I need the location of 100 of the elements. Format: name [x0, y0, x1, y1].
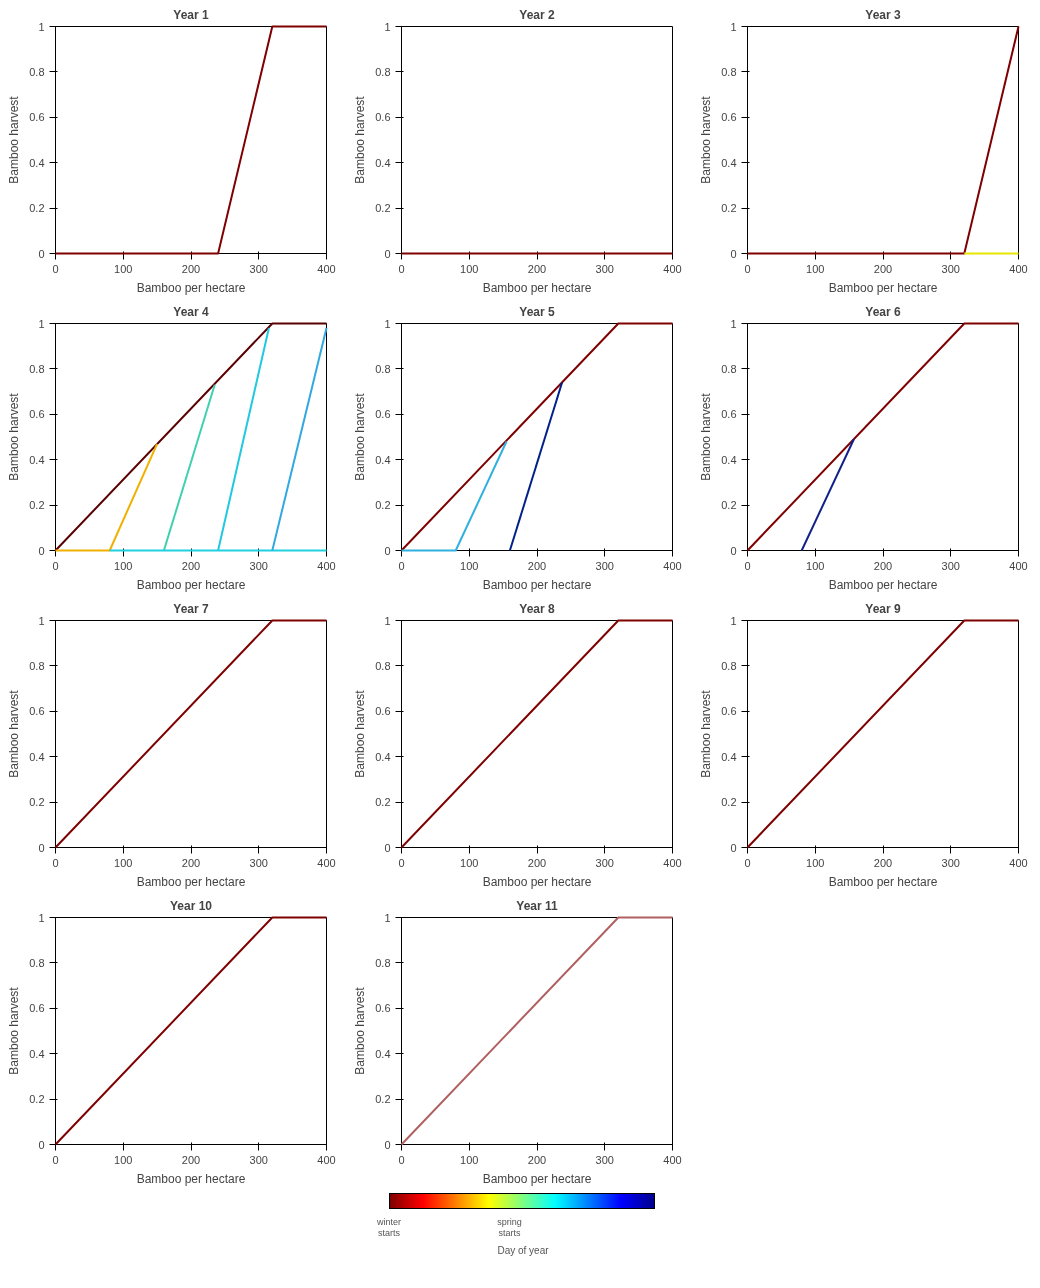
y-tick-label: 0.6	[29, 1002, 45, 1015]
x-axis-title: Bamboo per hectare	[828, 280, 938, 295]
y-tick-label: 0.6	[721, 705, 737, 718]
y-tick-label: 1	[38, 20, 45, 33]
x-tick-label: 200	[181, 262, 201, 275]
y-tick-label: 0.8	[29, 659, 45, 672]
y-tick-label: 0.6	[375, 111, 391, 124]
text: Day of year	[497, 1245, 549, 1256]
x-tick-label: 100	[114, 1153, 133, 1166]
y-tick-label: 1	[730, 317, 737, 330]
x-tick-label: 0	[52, 856, 59, 869]
chart-title: Year 7	[173, 601, 210, 616]
chart-title: Year 10	[169, 898, 213, 913]
x-tick-label: 200	[527, 856, 547, 869]
y-tick-label: 0.4	[721, 156, 737, 169]
x-axis-title: Bamboo per hectare	[482, 1171, 592, 1186]
y-tick-label: 0.8	[375, 659, 391, 672]
x-tick-label: 200	[181, 559, 201, 572]
y-axis-title: Bamboo harvest	[699, 689, 714, 778]
x-tick-label: 300	[249, 262, 268, 275]
y-axis-title: Bamboo harvest	[353, 986, 368, 1075]
y-tick-label: 0.4	[375, 156, 391, 169]
x-tick-label: 100	[114, 856, 133, 869]
x-axis-title: Bamboo per hectare	[136, 280, 246, 295]
y-tick-label: 1	[384, 20, 391, 33]
x-axis-title: Bamboo per hectare	[828, 577, 938, 592]
x-tick-label: 0	[398, 559, 405, 572]
y-axis-title: Bamboo harvest	[353, 392, 368, 481]
x-tick-label: 400	[663, 856, 682, 869]
chart-title: Year 5	[519, 304, 556, 319]
x-tick-label: 100	[806, 856, 825, 869]
x-tick-label: 100	[806, 262, 825, 275]
y-axis-title: Bamboo harvest	[7, 95, 22, 184]
y-tick-label: 0.4	[375, 750, 391, 763]
x-tick-label: 300	[595, 262, 614, 275]
x-tick-label: 0	[744, 559, 751, 572]
x-tick-label: 100	[806, 559, 825, 572]
y-tick-label: 0.2	[375, 1093, 391, 1106]
chart-title: Year 11	[516, 898, 559, 913]
y-tick-label: 0.8	[375, 362, 391, 375]
y-tick-label: 0.8	[29, 956, 45, 969]
text: spring starts	[497, 1217, 522, 1239]
y-tick-label: 0	[38, 247, 45, 260]
x-tick-label: 0	[398, 856, 405, 869]
x-tick-label: 200	[527, 262, 547, 275]
x-tick-label: 200	[527, 1153, 547, 1166]
y-tick-label: 0.6	[375, 705, 391, 718]
y-tick-label: 0.6	[375, 408, 391, 421]
x-tick-label: 300	[595, 856, 614, 869]
y-tick-label: 0.2	[375, 796, 391, 809]
x-axis-title: Bamboo per hectare	[136, 874, 246, 889]
x-tick-label: 200	[873, 262, 893, 275]
y-tick-label: 0.4	[375, 1047, 391, 1060]
y-tick-label: 0.6	[29, 705, 45, 718]
x-tick-label: 400	[1009, 262, 1028, 275]
y-tick-label: 0.6	[721, 408, 737, 421]
chart-title: Year 2	[519, 7, 556, 22]
y-tick-label: 0.6	[721, 111, 737, 124]
x-tick-label: 300	[249, 559, 268, 572]
y-tick-label: 1	[384, 614, 391, 627]
x-axis-title: Bamboo per hectare	[136, 1171, 246, 1186]
x-tick-label: 0	[52, 1153, 59, 1166]
x-tick-label: 200	[873, 856, 893, 869]
x-tick-label: 200	[873, 559, 893, 572]
y-tick-label: 0.4	[375, 453, 391, 466]
y-tick-label: 1	[384, 911, 391, 924]
y-tick-label: 1	[38, 317, 45, 330]
x-tick-label: 300	[941, 262, 960, 275]
y-tick-label: 0	[730, 841, 737, 854]
y-tick-label: 0.2	[721, 499, 737, 512]
x-tick-label: 0	[744, 262, 751, 275]
y-axis-title: Bamboo harvest	[353, 689, 368, 778]
y-tick-label: 0.2	[721, 796, 737, 809]
y-tick-label: 0.8	[29, 65, 45, 78]
y-tick-label: 0	[730, 544, 737, 557]
y-tick-label: 0.4	[721, 453, 737, 466]
y-tick-label: 0	[38, 1138, 45, 1151]
y-tick-label: 0.8	[721, 65, 737, 78]
x-tick-label: 100	[114, 262, 133, 275]
y-axis-title: Bamboo harvest	[7, 986, 22, 1075]
y-tick-label: 0	[384, 544, 391, 557]
y-tick-label: 0.2	[29, 499, 45, 512]
y-tick-label: 1	[384, 317, 391, 330]
x-tick-label: 300	[249, 1153, 268, 1166]
y-tick-label: 1	[38, 911, 45, 924]
x-tick-label: 100	[460, 262, 479, 275]
chart-title: Year 1	[173, 7, 210, 22]
x-tick-label: 300	[941, 856, 960, 869]
x-tick-label: 400	[317, 1153, 336, 1166]
x-tick-label: 0	[744, 856, 751, 869]
chart-title: Year 3	[865, 7, 902, 22]
x-tick-label: 400	[1009, 559, 1028, 572]
x-tick-label: 100	[460, 856, 479, 869]
x-tick-label: 0	[52, 559, 59, 572]
x-tick-label: 100	[114, 559, 133, 572]
y-tick-label: 0.6	[29, 408, 45, 421]
chart-title: Year 8	[519, 601, 556, 616]
y-axis-title: Bamboo harvest	[7, 689, 22, 778]
x-axis-title: Bamboo per hectare	[482, 280, 592, 295]
y-tick-label: 0	[730, 247, 737, 260]
